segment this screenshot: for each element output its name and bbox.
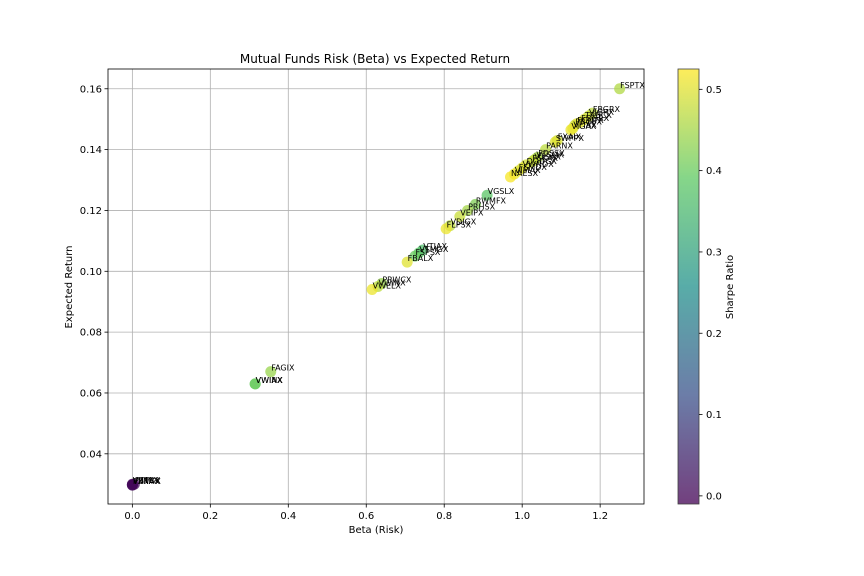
plot-frame: [107, 68, 645, 505]
x-tick-label: 1.2: [592, 511, 608, 522]
data-point: [462, 204, 474, 216]
data-point: [614, 83, 626, 95]
data-point: [440, 223, 452, 235]
point-label: FLPSX: [447, 221, 472, 230]
point-label: PRWCX: [382, 275, 412, 284]
x-tick-label: 0.0: [124, 511, 140, 522]
point-label: VGSLX: [488, 187, 515, 196]
y-tick-label: 0.10: [80, 267, 102, 278]
point-label: RWMFX: [476, 196, 507, 205]
plot-points: FSPTX FBGRXVIGRXTRBCXFDGRXFCNTXPRGFXVFIAX…: [126, 81, 645, 491]
point-label: FSMDX: [519, 163, 548, 172]
point-label: VIGRX: [589, 108, 615, 117]
x-tick-label: 0.4: [280, 511, 296, 522]
x-axis: 0.0 0.2 0.4 0.6 0.8 1.0 1.2: [124, 504, 608, 522]
data-point: [469, 198, 481, 210]
plot-grid: [108, 69, 644, 504]
point-label: FBALX: [408, 254, 434, 263]
colorbar-tick-label: 0.5: [706, 85, 722, 96]
point-label: VWNDX: [523, 160, 555, 169]
point-label: FSPTX: [620, 81, 645, 90]
x-tick-label: 0.8: [436, 511, 452, 522]
data-point: [549, 136, 561, 148]
point-label: VWINX: [378, 279, 406, 288]
point-label: VBMFX: [133, 477, 161, 486]
data-point: [565, 124, 577, 136]
point-label: VWIAX: [256, 376, 283, 385]
x-tick-label: 0.2: [202, 511, 218, 522]
x-tick-label: 1.0: [514, 511, 530, 522]
point-label: FDSSX: [538, 149, 565, 158]
point-label: FDGRX: [581, 114, 610, 123]
y-axis: 0.04 0.06 0.08 0.10 0.12 0.14 0.16: [80, 84, 108, 460]
point-label: VTSAX: [534, 152, 561, 161]
point-label: VFIAX: [573, 120, 597, 129]
point-label: TRBCX: [584, 111, 612, 120]
data-point: [409, 250, 421, 262]
colorbar-tick-label: 0.4: [706, 166, 722, 177]
point-label: VEIPX: [460, 209, 484, 218]
point-label: VIGAX: [571, 122, 597, 131]
x-axis-label: Beta (Risk): [349, 525, 404, 536]
colorbar-axis: 0.0 0.1 0.2 0.3 0.4 0.5: [699, 85, 722, 502]
chart-title: Mutual Funds Risk (Beta) vs Expected Ret…: [240, 52, 510, 66]
point-label: VTSMX: [536, 151, 564, 160]
data-point: [504, 171, 516, 183]
point-label: VWELX: [373, 282, 402, 291]
point-label: FCNTX: [577, 116, 604, 125]
y-tick-label: 0.08: [80, 328, 102, 339]
point-label: PRHSX: [468, 202, 495, 211]
point-label: FAGIX: [271, 364, 295, 373]
colorbar-tick-label: 0.0: [706, 491, 722, 502]
y-tick-label: 0.12: [80, 206, 102, 217]
data-point: [454, 211, 466, 223]
point-label: VTMGX: [419, 245, 448, 254]
point-label: NAESX: [511, 169, 539, 178]
point-label: PTTRX: [135, 476, 161, 485]
point-label: PARNX: [546, 142, 573, 151]
data-point: [265, 366, 277, 378]
point-label: VDIGX: [451, 218, 477, 227]
x-tick-label: 0.6: [358, 511, 374, 522]
point-label: DODGX: [527, 157, 558, 166]
point-label: VWINX: [256, 376, 284, 385]
point-label: PRGFX: [575, 117, 602, 126]
point-label: FBGRX: [593, 105, 621, 114]
colorbar: [677, 68, 700, 505]
colorbar-tick-label: 0.3: [706, 247, 722, 258]
point-label: VTIAX: [423, 242, 447, 251]
point-label: FXAIX: [558, 132, 582, 141]
y-tick-label: 0.14: [80, 145, 102, 156]
y-axis-label: Expected Return: [64, 245, 75, 328]
data-point: [126, 479, 138, 491]
point-label: VIMAX: [515, 166, 541, 175]
y-tick-label: 0.06: [80, 388, 102, 399]
data-point: [540, 144, 552, 156]
point-label: FSKAX: [532, 154, 558, 163]
data-point: [401, 256, 413, 268]
y-tick-label: 0.16: [80, 84, 102, 95]
data-point: [249, 378, 261, 390]
y-tick-label: 0.04: [80, 449, 102, 460]
colorbar-label: Sharpe Ratio: [725, 255, 736, 319]
colorbar-tick-label: 0.1: [706, 410, 722, 421]
point-label: VBTLX: [133, 476, 159, 485]
point-label: FXNAX: [133, 477, 161, 486]
colorbar-tick-label: 0.2: [706, 329, 722, 340]
data-point: [481, 189, 493, 201]
point-label: SWPPX: [556, 134, 585, 143]
data-point: [366, 284, 378, 296]
point-label: FSPSX: [415, 248, 440, 257]
